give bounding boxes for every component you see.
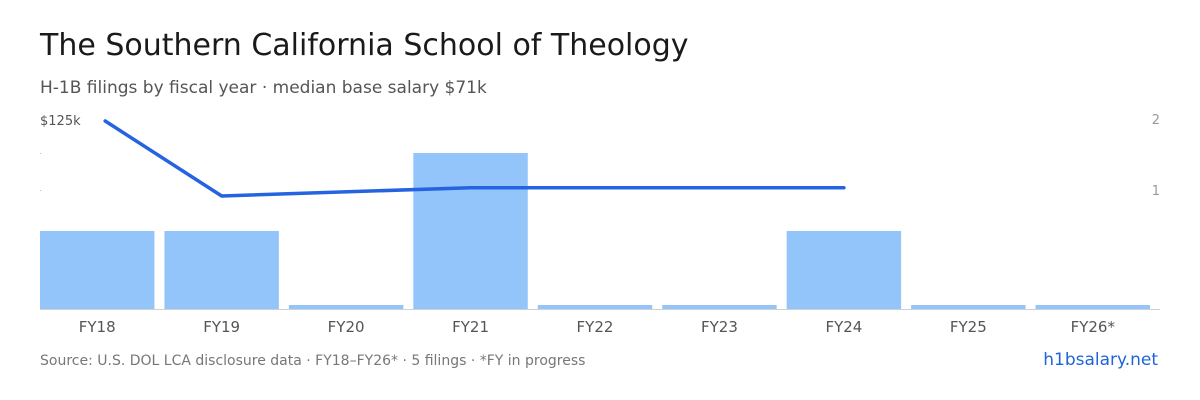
right-axis-tick-2: 2 bbox=[1152, 113, 1160, 128]
bar-group bbox=[40, 153, 1150, 309]
chart-subtitle: H-1B filings by fiscal year · median bas… bbox=[40, 78, 487, 98]
brand-link[interactable]: h1bsalary.net bbox=[1043, 350, 1158, 370]
right-axis: 21 bbox=[1152, 113, 1160, 199]
bar-fy22 bbox=[537, 305, 653, 309]
bar-fy24 bbox=[786, 231, 902, 309]
right-axis-tick-1: 1 bbox=[1152, 184, 1160, 199]
left-axis-tick-2 bbox=[40, 190, 41, 191]
x-tick-fy26: FY26* bbox=[1071, 318, 1116, 336]
bar-fy19 bbox=[164, 231, 279, 309]
x-tick-fy21: FY21 bbox=[452, 318, 489, 336]
x-tick-fy24: FY24 bbox=[825, 318, 862, 336]
x-tick-fy19: FY19 bbox=[203, 318, 240, 336]
left-axis-tick-1 bbox=[40, 153, 41, 154]
bar-fy20 bbox=[288, 305, 404, 309]
x-tick-labels: FY18 FY19 FY20 FY21 FY22 FY23 FY24 FY25 FY26* bbox=[79, 318, 1116, 336]
line-group bbox=[103, 119, 846, 198]
series-line-median-salary bbox=[103, 119, 846, 198]
bar-fy23 bbox=[662, 305, 777, 309]
chart-title: The Southern California School of Theolo… bbox=[40, 28, 689, 63]
bar-fy26 bbox=[1035, 305, 1150, 309]
x-tick-fy20: FY20 bbox=[328, 318, 365, 336]
x-tick-fy25: FY25 bbox=[950, 318, 987, 336]
bar-fy25 bbox=[911, 305, 1026, 309]
source-note: Source: U.S. DOL LCA disclosure data · F… bbox=[40, 353, 586, 369]
x-tick-fy18: FY18 bbox=[79, 318, 116, 336]
bar-fy21 bbox=[413, 153, 528, 309]
left-axis: $125k bbox=[40, 114, 81, 191]
x-tick-fy22: FY22 bbox=[577, 318, 614, 336]
left-axis-max-label: $125k bbox=[40, 114, 81, 129]
x-tick-fy23: FY23 bbox=[701, 318, 738, 336]
bar-fy18 bbox=[40, 231, 155, 309]
